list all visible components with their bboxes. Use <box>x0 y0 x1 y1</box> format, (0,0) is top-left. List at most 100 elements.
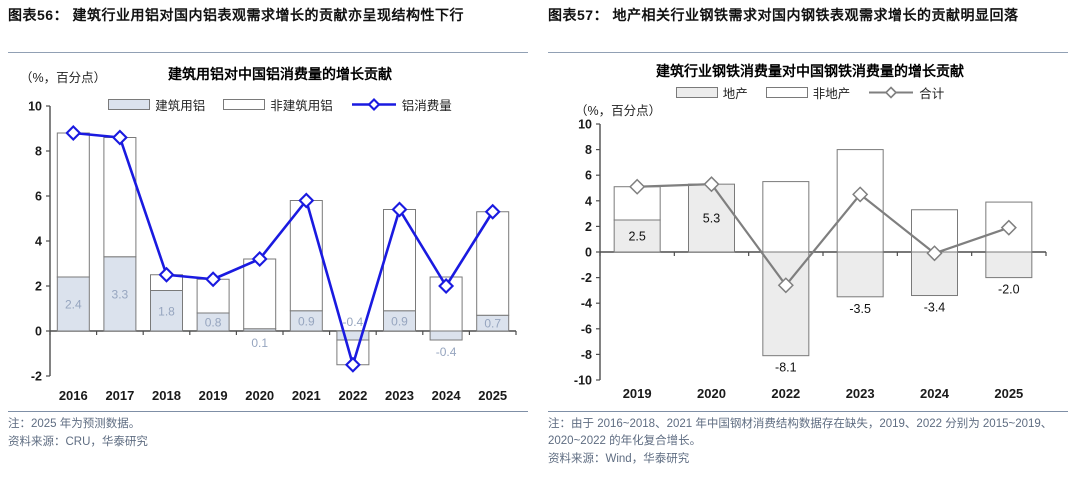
x-tick-label: 2021 <box>292 388 321 403</box>
x-tick-label: 2019 <box>623 386 652 401</box>
x-tick-label: 2023 <box>846 386 875 401</box>
figure-57-panel: 图表57： 地产相关行业钢铁需求对国内钢铁表观需求增长的贡献明显回落 建筑行业钢… <box>540 0 1080 479</box>
x-tick-label: 2017 <box>105 388 134 403</box>
x-tick-label: 2019 <box>199 388 228 403</box>
diamond-marker <box>629 178 646 195</box>
y-axis-unit-label: （%，百分点） <box>575 104 662 118</box>
bar-value-label: 1.8 <box>158 304 175 318</box>
y-tick-label: -4 <box>581 297 592 311</box>
legend-swatch-white <box>765 87 808 98</box>
legend-line-marker-icon <box>351 98 396 111</box>
diamond-marker <box>438 278 455 294</box>
x-tick-label: 2025 <box>994 386 1023 401</box>
trend-line <box>637 183 1010 287</box>
diamond-marker <box>926 245 943 262</box>
legend-label: 非地产 <box>812 87 851 101</box>
bar-value-label: 0.1 <box>251 336 268 350</box>
legend-item: 地产 <box>675 83 748 102</box>
caption-divider <box>548 52 1068 53</box>
legend-item: 合计 <box>868 83 944 102</box>
bar-segment <box>336 330 370 341</box>
bar-value-label: 0.9 <box>298 314 315 328</box>
diamond-marker <box>852 186 869 203</box>
bar-segment <box>911 209 958 253</box>
diamond-marker <box>158 266 175 283</box>
chart-title: 建筑行业钢铁消费量对中国钢铁消费量的增长贡献 <box>656 63 964 79</box>
bar-value-label: -0.4 <box>343 315 364 329</box>
y-tick-label: 10 <box>28 100 42 114</box>
diamond-marker <box>205 271 222 288</box>
legend-line-marker-icon <box>869 86 914 99</box>
bar-value-label: 2.5 <box>628 230 645 244</box>
diamond-marker <box>703 176 720 193</box>
bar-value-label: 0.8 <box>205 316 222 330</box>
aluminum-consumption-chart: -2 0 2 4 6 8 10 2.4 3.3 1.8 0.8 0.1 0.9 -0.4 0.9 -0.4 0.… <box>28 100 517 403</box>
figure-notes: 注：由于 2016~2018、2021 年中国钢材消费结构数据存在缺失，2019… <box>548 411 1068 469</box>
bar-value-label: -8.1 <box>775 361 797 375</box>
trend-line <box>73 131 494 367</box>
y-tick-label: -10 <box>574 374 592 388</box>
y-tick-label: 8 <box>35 145 42 159</box>
y-tick-label: -2 <box>31 370 42 384</box>
x-tick-label: 2022 <box>771 386 800 401</box>
x-tick-label: 2018 <box>152 388 181 403</box>
bar-segment <box>103 256 137 332</box>
figure-notes: 注：2025 年为预测数据。 资料来源：CRU，华泰研究 <box>8 411 528 452</box>
diamond-marker <box>65 125 82 141</box>
legend-swatch-gray <box>108 99 151 110</box>
diamond-marker <box>1000 219 1017 236</box>
figure-56-caption: 图表56： 建筑行业用铝对国内铝表观需求增长的贡献亦呈现结构性下行 <box>8 7 464 23</box>
bar-value-label: 0.7 <box>484 317 501 331</box>
y-tick-label: -2 <box>581 271 592 285</box>
y-tick-label: 0 <box>35 325 42 339</box>
diamond-marker <box>777 277 794 294</box>
y-tick-label: 10 <box>578 118 592 132</box>
bar-value-label: 2.4 <box>65 298 82 312</box>
y-tick-label: 8 <box>585 143 592 157</box>
bar-value-label: -2.0 <box>998 283 1020 297</box>
note-text: 注：由于 2016~2018、2021 年中国钢材消费结构数据存在缺失，2019… <box>548 418 1053 447</box>
bar-value-label: 5.3 <box>703 212 720 226</box>
x-tick-label: 2025 <box>478 388 507 403</box>
steel-consumption-chart: -10 -8 -6 -4 -2 0 2 4 6 8 10 2.5 5.3 -8.1 -3.5 -3.4 -2.0… <box>574 118 1047 401</box>
y-tick-label: 2 <box>35 280 42 294</box>
y-tick-label: 4 <box>585 194 592 208</box>
diamond-marker <box>298 192 315 209</box>
bar-segment <box>56 276 90 332</box>
diamond-marker <box>367 98 381 111</box>
source-text: 资料来源：CRU，华泰研究 <box>8 436 148 448</box>
diamond-marker <box>344 356 361 373</box>
legend-label: 地产 <box>722 87 748 101</box>
legend: 地产 非地产 合计 <box>570 83 1050 102</box>
bar-value-label: -3.4 <box>924 301 946 315</box>
bar-segment <box>243 258 277 330</box>
note-text: 注：2025 年为预测数据。 <box>8 418 141 430</box>
x-tick-label: 2024 <box>432 388 462 403</box>
diamond-marker <box>391 201 408 218</box>
bar-segment <box>56 132 90 278</box>
diamond-marker <box>885 86 898 99</box>
diamond-marker <box>251 251 268 267</box>
figure-57-caption: 图表57： 地产相关行业钢铁需求对国内钢铁表观需求增长的贡献明显回落 <box>548 7 1019 23</box>
legend-item: 非地产 <box>765 83 851 102</box>
bar-value-label: 3.3 <box>112 287 129 301</box>
y-tick-label: 0 <box>585 246 592 260</box>
legend-swatch-white <box>223 99 266 110</box>
y-tick-label: -8 <box>581 348 592 362</box>
y-axis-unit-label: （%，百分点） <box>20 71 107 85</box>
y-tick-label: 6 <box>585 169 592 183</box>
legend-label: 非建筑用铝 <box>270 99 333 113</box>
bar-segment <box>762 251 810 357</box>
x-tick-label: 2023 <box>385 388 414 403</box>
bar-segment <box>762 181 810 253</box>
legend-item: 建筑用铝 <box>108 95 205 114</box>
legend-swatch-gray <box>675 87 718 98</box>
x-tick-label: 2016 <box>59 388 88 403</box>
legend-item: 铝消费量 <box>351 95 452 114</box>
bar-value-label: -0.4 <box>436 345 457 359</box>
diamond-marker <box>484 203 501 220</box>
y-tick-label: 4 <box>35 235 42 249</box>
legend-label: 合计 <box>919 87 945 101</box>
legend-label: 建筑用铝 <box>155 99 206 113</box>
